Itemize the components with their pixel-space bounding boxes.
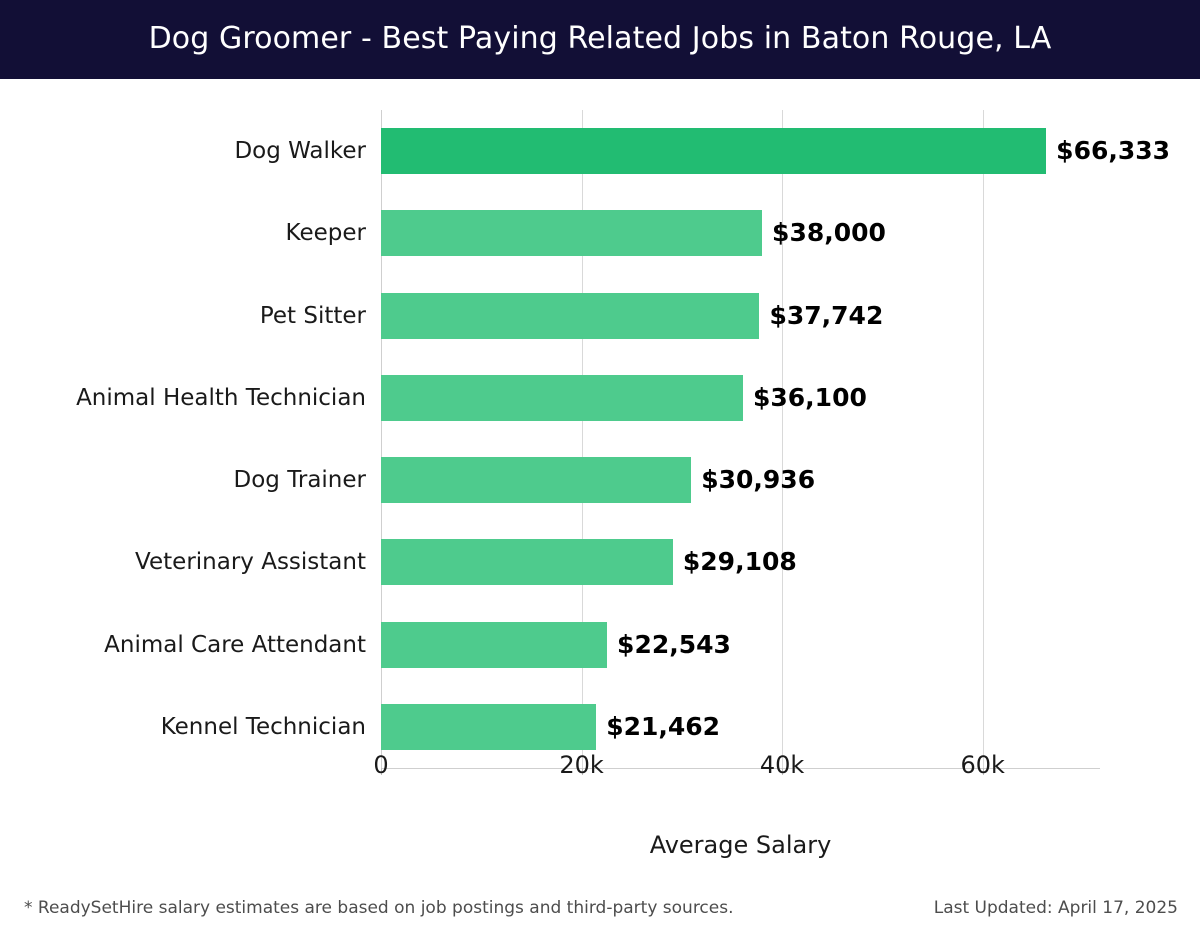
category-label: Dog Trainer: [233, 467, 367, 494]
bar-row[interactable]: $66,333: [381, 128, 1170, 175]
bar-value-label: $37,742: [769, 300, 884, 330]
x-axis-tick-label: 20k: [559, 751, 604, 779]
bar-value-label: $36,100: [753, 382, 867, 412]
bar[interactable]: [381, 210, 763, 257]
category-axis-labels: Dog Walker Keeper Pet Sitter Animal Health …: [0, 110, 366, 768]
bar-value-label: $66,333: [1056, 136, 1171, 166]
x-axis-tick: [982, 768, 984, 775]
bar-row[interactable]: $30,936: [381, 457, 1100, 504]
bar[interactable]: [381, 703, 597, 750]
x-axis-line: [381, 768, 1100, 769]
bar-row[interactable]: $21,462: [381, 703, 1100, 750]
x-axis-tick-label: 0: [373, 751, 389, 779]
bar[interactable]: [381, 457, 692, 504]
bar[interactable]: [381, 539, 673, 586]
category-label: Keeper: [285, 220, 366, 247]
bar-row[interactable]: $22,543: [381, 621, 1100, 668]
gridline: [782, 110, 784, 768]
gridline: [982, 110, 984, 768]
bar[interactable]: [381, 374, 743, 421]
category-label: Animal Health Technician: [76, 384, 366, 411]
gridline: [581, 110, 583, 768]
bar[interactable]: [381, 621, 608, 668]
bar[interactable]: [381, 292, 760, 339]
bar-row[interactable]: $38,000: [381, 210, 1100, 257]
bar-row[interactable]: $29,108: [381, 539, 1100, 586]
footnote-disclaimer: * ReadySetHire salary estimates are base…: [24, 898, 734, 918]
bar-row[interactable]: $36,100: [381, 374, 1100, 421]
y-axis-line: [381, 110, 382, 768]
footnote-last-updated: Last Updated: April 17, 2025: [933, 898, 1178, 918]
plot-area: $66,333 $38,000 $37,742 $36,100 $30,936 $29,1…: [381, 110, 1170, 775]
x-axis-tick: [581, 768, 583, 775]
bar-row[interactable]: $37,742: [381, 292, 1100, 339]
category-label: Animal Care Attendant: [104, 631, 366, 658]
x-axis-title: Average Salary: [649, 831, 832, 859]
plot-wrapper: Dog Walker Keeper Pet Sitter Animal Health …: [0, 79, 1200, 869]
x-axis-tick: [782, 768, 784, 775]
bar-value-label: $38,000: [772, 218, 886, 248]
category-label: Kennel Technician: [160, 713, 366, 740]
x-axis-tick: [381, 768, 382, 775]
x-axis-tick-label: 60k: [960, 751, 1005, 779]
bar-value-label: $21,462: [606, 711, 721, 741]
bar[interactable]: [381, 128, 1047, 175]
category-label: Pet Sitter: [259, 302, 366, 329]
x-axis-tick-label: 40k: [759, 751, 805, 779]
bar-value-label: $30,936: [701, 465, 816, 495]
chart-header-band: Dog Groomer - Best Paying Related Jobs i…: [0, 0, 1200, 79]
bar-value-label: $22,543: [617, 629, 731, 659]
page-title: Dog Groomer - Best Paying Related Jobs i…: [148, 21, 1052, 56]
category-label: Dog Walker: [234, 138, 366, 165]
bar-value-label: $29,108: [682, 547, 797, 577]
category-label: Veterinary Assistant: [135, 549, 366, 576]
